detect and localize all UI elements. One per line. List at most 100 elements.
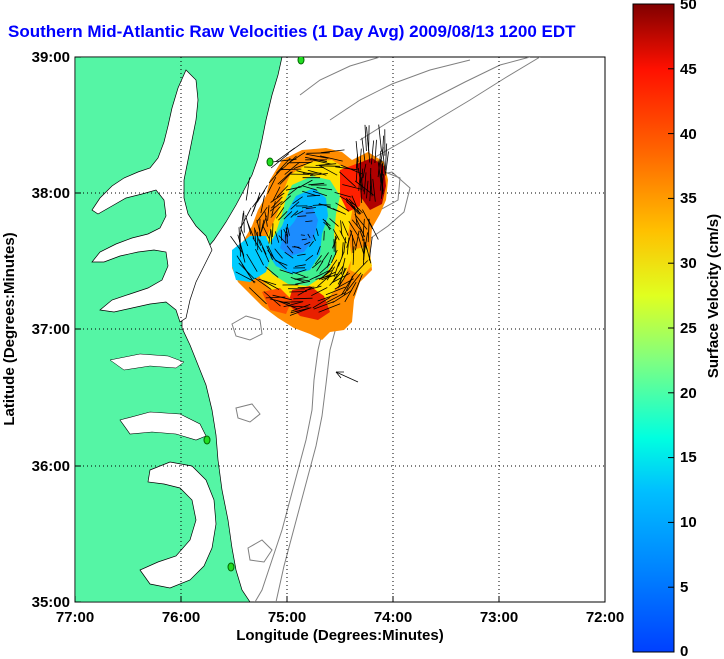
station-markers <box>203 57 305 572</box>
velocity-arrow <box>292 271 306 278</box>
velocity-arrow <box>293 297 313 300</box>
velocity-arrow <box>279 171 293 185</box>
velocity-arrow <box>344 282 357 303</box>
velocity-arrow <box>385 151 389 174</box>
velocity-arrow <box>355 158 359 182</box>
velocity-arrow <box>332 229 340 241</box>
scale-arrow-head <box>335 371 344 379</box>
velocity-arrow <box>275 157 291 174</box>
velocity-arrow <box>317 293 338 302</box>
velocity-arrow <box>366 180 369 199</box>
velocity-arrow <box>241 263 255 284</box>
velocity-arrow <box>305 254 314 262</box>
velocity-arrow <box>264 211 268 227</box>
velocity-arrow <box>312 296 331 309</box>
y-tick-label: 39:00 <box>32 49 70 66</box>
velocity-arrow <box>335 202 350 212</box>
velocity-arrow <box>362 163 367 179</box>
velocity-arrow <box>305 220 313 222</box>
velocity-arrow <box>306 152 330 154</box>
velocity-arrow <box>262 280 280 290</box>
velocity-arrow <box>287 227 290 236</box>
velocity-arrow <box>318 303 341 313</box>
velocity-arrow <box>294 269 307 274</box>
colorbar-tick-label: 5 <box>680 579 688 596</box>
velocity-arrow <box>271 196 283 209</box>
velocity-arrow <box>285 234 287 245</box>
velocity-arrow <box>309 173 328 176</box>
velocity-arrow <box>302 190 317 196</box>
x-tick-label: 75:00 <box>268 609 306 626</box>
velocity-arrow <box>346 272 362 291</box>
velocity-arrow <box>259 239 267 255</box>
velocity-arrow <box>267 249 277 262</box>
velocity-arrow <box>274 248 283 259</box>
velocity-arrow <box>339 171 356 187</box>
velocity-arrow <box>385 143 388 171</box>
velocity-arrow <box>304 166 325 168</box>
velocity-arrow <box>341 257 346 275</box>
velocity-arrow <box>294 264 306 267</box>
velocity-arrow <box>316 228 319 236</box>
colorbar-tick-label: 50 <box>680 0 697 13</box>
velocity-arrow <box>311 287 328 297</box>
velocity-arrow <box>337 271 349 289</box>
velocity-arrow <box>263 291 281 307</box>
velocity-arrow <box>304 241 311 246</box>
velocity-arrow <box>317 275 330 287</box>
velocity-arrow <box>335 166 358 171</box>
velocity-arrow <box>380 173 384 195</box>
velocity-arrow <box>371 140 374 165</box>
velocity-arrow <box>256 185 268 203</box>
colorbar-tick-label: 35 <box>680 190 697 207</box>
velocity-arrow <box>360 168 364 193</box>
velocity-arrow <box>368 125 370 151</box>
velocity-arrow <box>314 255 322 265</box>
velocity-arrow <box>269 298 291 305</box>
colorbar-tick-label: 45 <box>680 61 697 78</box>
x-tick-label: 74:00 <box>374 609 412 626</box>
velocity-arrow <box>297 286 313 296</box>
velocity-arrow <box>256 219 262 237</box>
velocity-arrow <box>306 194 321 197</box>
velocity-arrow <box>364 242 372 264</box>
velocity-arrow <box>348 220 359 237</box>
velocity-field <box>232 148 388 340</box>
scale-arrow <box>335 371 359 383</box>
velocity-arrow <box>323 230 325 241</box>
colorbar-tick-label: 0 <box>680 643 688 659</box>
velocity-arrow <box>348 198 363 214</box>
velocity-arrow <box>287 305 309 308</box>
velocity-arrow <box>290 307 312 314</box>
velocity-arrow <box>302 185 318 191</box>
velocity-arrow <box>240 207 252 229</box>
velocity-arrow <box>278 211 288 221</box>
velocity-arrow <box>352 235 354 254</box>
velocity-arrow <box>340 220 343 236</box>
velocity-arrow <box>337 251 345 267</box>
velocity-arrow <box>246 253 258 272</box>
pamlico-sound <box>139 461 217 589</box>
velocity-arrow <box>313 301 335 310</box>
velocity-arrow <box>256 206 268 223</box>
velocity-arrow <box>326 291 347 303</box>
velocity-arrow <box>298 179 313 188</box>
velocity-arrow <box>239 212 244 236</box>
velocity-arrow <box>238 262 255 280</box>
velocity-arrow <box>285 223 288 234</box>
velocity-arrow <box>357 167 362 183</box>
velocity-arrow <box>334 192 352 198</box>
velocity-arrow <box>339 230 347 244</box>
velocity-arrow <box>305 156 327 163</box>
velocity-arrow <box>258 278 277 286</box>
velocity-arrow <box>235 271 256 283</box>
velocity-arrow <box>254 277 272 290</box>
velocity-arrow <box>290 304 311 312</box>
velocity-arrow <box>367 218 379 240</box>
velocity-arrow <box>363 172 367 195</box>
velocity-arrow <box>277 300 298 310</box>
velocity-arrow <box>272 294 292 301</box>
velocity-arrow <box>270 206 281 218</box>
velocity-arrow <box>305 153 329 159</box>
y-tick-label: 37:00 <box>32 321 70 338</box>
